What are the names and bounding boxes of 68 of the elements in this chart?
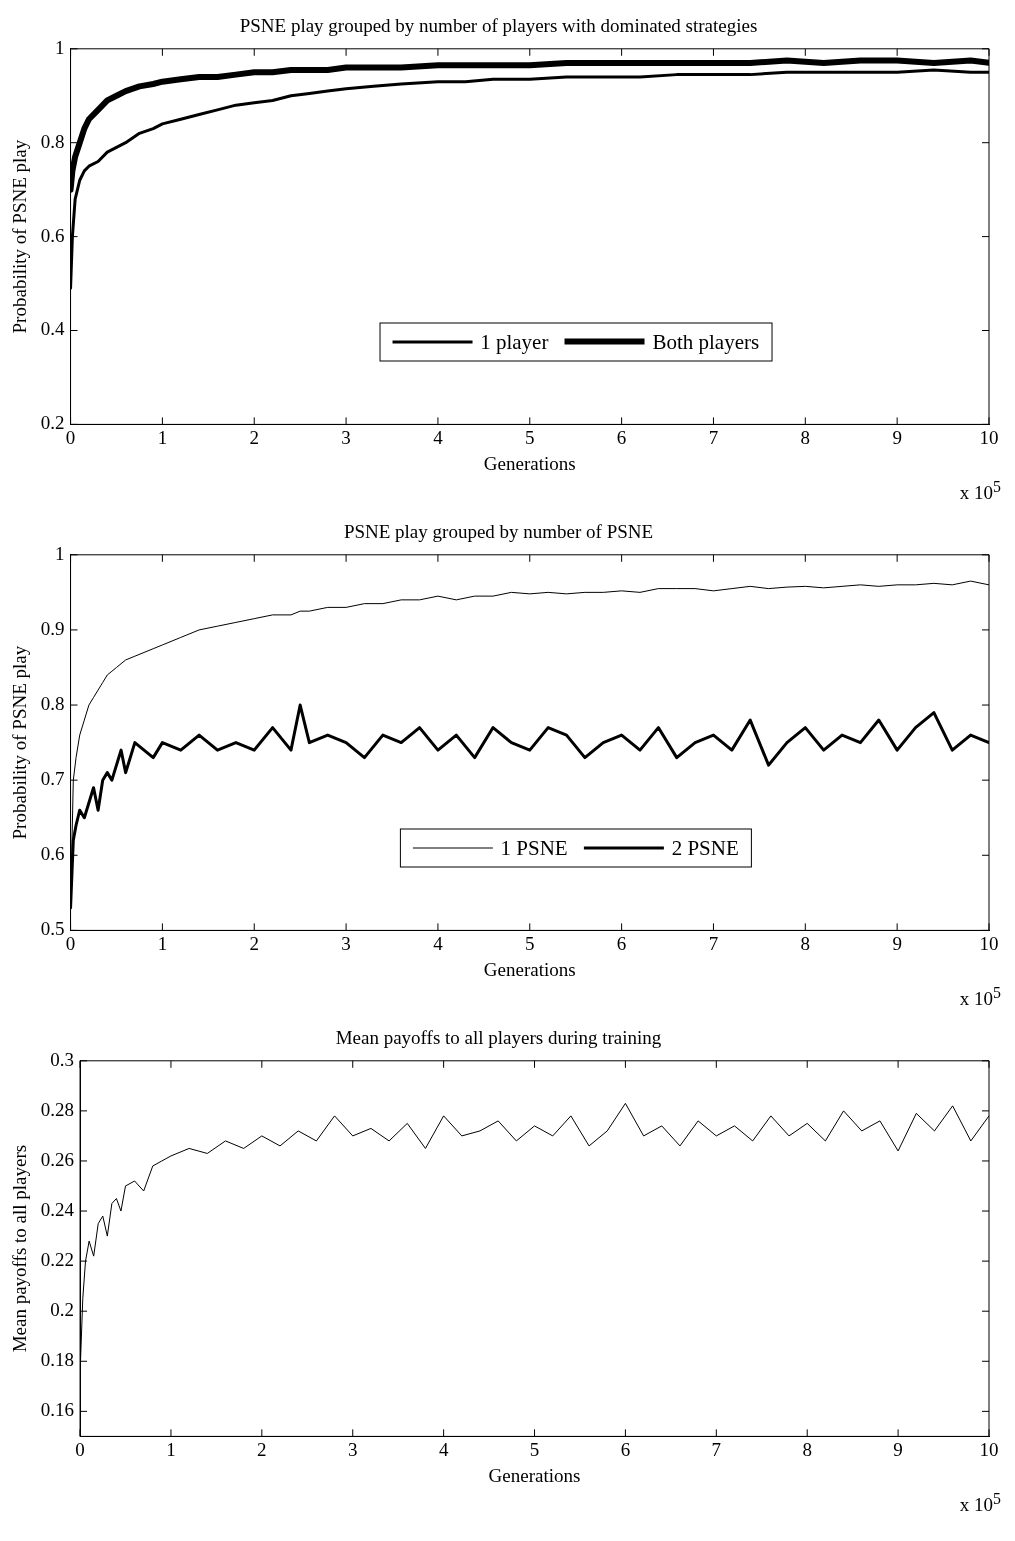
y-tick-label: 0.22 [40, 1249, 75, 1271]
y-tick-label: 0.26 [40, 1148, 75, 1170]
x-tick-label: 0 [65, 932, 76, 954]
x-tick-label: 7 [708, 932, 719, 954]
y-tick-label: 0.16 [40, 1399, 75, 1421]
y-tick-label: 0.28 [40, 1098, 75, 1120]
y-tick-label: 0.8 [40, 693, 65, 715]
x-tick-label: 3 [341, 426, 351, 448]
x-tick-label: 5 [525, 932, 535, 954]
legend-label: 1 player [480, 329, 549, 355]
y-tick-label: 0.6 [40, 224, 65, 246]
y-tick-label: 0.24 [40, 1199, 75, 1221]
text: x 10$^{5}$ [959, 478, 1001, 505]
x-tick-label: 5 [525, 426, 535, 448]
legend-label: Both players [652, 329, 760, 355]
y-tick-label: 0.9 [40, 617, 65, 639]
x-tick-label: 8 [802, 1438, 812, 1460]
x-tick-label: 4 [433, 426, 444, 448]
y-tick-label: 0.4 [40, 318, 66, 340]
x-tick-label: 5 [529, 1438, 540, 1460]
x-axis-title: Generations [483, 958, 576, 980]
x-tick-label: 9 [892, 932, 902, 954]
x-tick-label: 6 [616, 426, 627, 448]
x-tick-label: 3 [341, 932, 351, 954]
y-tick-label: 0.7 [40, 768, 65, 790]
x-tick-label: 6 [620, 1438, 631, 1460]
x-tick-label: 10 [979, 426, 999, 448]
chart-title: Mean payoffs to all players during training [335, 1027, 662, 1049]
x-tick-label: 9 [893, 1438, 903, 1460]
text: x 10$^{5}$ [959, 1490, 1001, 1517]
x-tick-label: 1 [166, 1438, 176, 1460]
x-tick-label: 2 [249, 426, 259, 448]
y-tick-label: 0.18 [40, 1349, 75, 1371]
y-tick-label: 0.3 [50, 1048, 75, 1070]
x-axis-title: Generations [488, 1464, 581, 1486]
x-tick-label: 9 [892, 426, 902, 448]
x-tick-label: 7 [708, 426, 719, 448]
x-tick-label: 1 [157, 932, 168, 954]
x-tick-label: 4 [433, 932, 444, 954]
x-tick-label: 6 [616, 932, 627, 954]
x-tick-label: 2 [249, 932, 259, 954]
y-tick-label: 1 [55, 36, 65, 58]
legend-label: 1 PSNE [500, 835, 568, 861]
x-tick-label: 3 [347, 1438, 358, 1460]
y-tick-label: 1 [55, 542, 65, 564]
x-tick-label: 1 [157, 426, 168, 448]
y-tick-label: 0.8 [40, 130, 65, 152]
text: x 10$^{5}$ [959, 984, 1001, 1011]
y-axis-title: Probability of PSNE play [9, 139, 31, 334]
y-axis-title: Mean payoffs to all players [9, 1144, 31, 1353]
x-tick-label: 8 [800, 932, 811, 954]
legend-label: 2 PSNE [671, 835, 739, 861]
x-axis-title: Generations [483, 452, 576, 474]
x-tick-label: 0 [65, 426, 76, 448]
chart-title: PSNE play grouped by number of players with dominated strategies [239, 15, 758, 37]
y-tick-label: 0.6 [40, 843, 65, 865]
y-axis-title: Probability of PSNE play [9, 645, 31, 840]
x-tick-label: 8 [800, 426, 811, 448]
chart-title: PSNE play grouped by number of PSNE [343, 521, 654, 543]
x-tick-label: 7 [711, 1438, 722, 1460]
y-tick-label: 0.5 [40, 918, 65, 940]
x-tick-label: 10 [979, 1438, 999, 1460]
x-tick-label: 4 [438, 1438, 449, 1460]
x-tick-label: 10 [979, 932, 999, 954]
y-tick-label: 0.2 [40, 412, 65, 434]
x-tick-label: 0 [75, 1438, 85, 1460]
y-tick-label: 0.2 [50, 1299, 75, 1321]
x-tick-label: 2 [257, 1438, 267, 1460]
